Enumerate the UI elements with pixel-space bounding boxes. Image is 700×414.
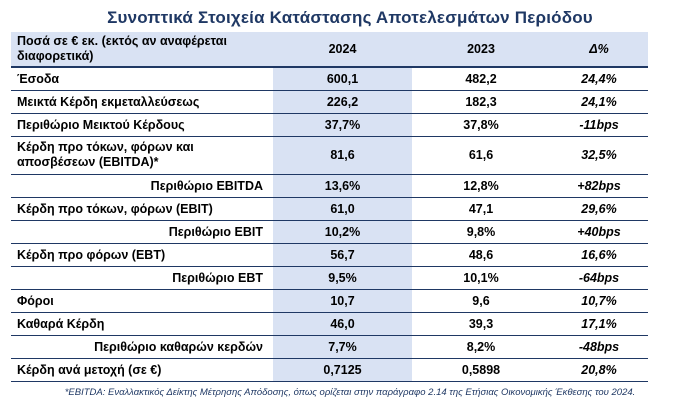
value-delta: 10,7% [550,289,648,313]
row-label: Φόροι [11,289,273,313]
value-delta: 20,8% [550,358,648,382]
value-2024: 56,7 [273,243,412,267]
value-2024: 81,6 [273,136,412,175]
value-2024: 9,5% [273,266,412,290]
header-2024: 2024 [273,32,412,68]
table-row: Κέρδη προ φόρων (EBT) 56,7 48,6 16,6% [11,243,648,267]
row-label: Περιθώριο EBIT [11,220,273,244]
row-label: Περιθώριο Μεικτού Κέρδους [11,113,273,137]
value-2024: 600,1 [273,66,412,91]
value-2023: 12,8% [412,174,550,198]
value-2024: 10,2% [273,220,412,244]
header-2023: 2023 [412,32,550,68]
page-title: Συνοπτικά Στοιχεία Κατάστασης Αποτελεσμά… [107,8,593,27]
value-2023: 37,8% [412,113,550,137]
income-statement-table: Ποσά σε € εκ. (εκτός αν αναφέρεται διαφο… [11,32,648,382]
table-row: Έσοδα 600,1 482,2 24,4% [11,66,648,91]
row-label: Έσοδα [11,66,273,91]
value-2024: 0,7125 [273,358,412,382]
table-row: Κέρδη ανά μετοχή (σε €) 0,7125 0,5898 20… [11,358,648,382]
value-delta: 16,6% [550,243,648,267]
row-label: Καθαρά Κέρδη [11,312,273,336]
value-delta: 17,1% [550,312,648,336]
table-row: Φόροι 10,7 9,6 10,7% [11,289,648,313]
row-label: Περιθώριο καθαρών κερδών [11,335,273,359]
value-2023: 9,6 [412,289,550,313]
value-delta: +82bps [550,174,648,198]
value-delta: 24,1% [550,90,648,114]
value-2024: 46,0 [273,312,412,336]
value-2023: 182,3 [412,90,550,114]
row-label: Περιθώριο EBITDA [11,174,273,198]
value-delta: -64bps [550,266,648,290]
header-label: Ποσά σε € εκ. (εκτός αν αναφέρεται διαφο… [11,32,273,68]
table-header-row: Ποσά σε € εκ. (εκτός αν αναφέρεται διαφο… [11,32,648,68]
value-2024: 13,6% [273,174,412,198]
value-2023: 9,8% [412,220,550,244]
value-2024: 10,7 [273,289,412,313]
footnote: *EBITDA: Εναλλακτικός Δείκτης Μέτρησης Α… [64,387,636,398]
table-row: Περιθώριο EBT 9,5% 10,1% -64bps [11,266,648,290]
value-2023: 39,3 [412,312,550,336]
table-row: Περιθώριο Μεικτού Κέρδους 37,7% 37,8% -1… [11,113,648,137]
table-row: Κέρδη προ τόκων, φόρων (EBIT) 61,0 47,1 … [11,197,648,221]
value-2024: 226,2 [273,90,412,114]
row-label: Μεικτά Κέρδη εκμεταλλεύσεως [11,90,273,114]
value-delta: 32,5% [550,136,648,175]
row-label: Κέρδη προ φόρων (EBT) [11,243,273,267]
table-row: Περιθώριο καθαρών κερδών 7,7% 8,2% -48bp… [11,335,648,359]
value-delta: +40bps [550,220,648,244]
header-delta: Δ% [550,32,648,68]
value-2023: 0,5898 [412,358,550,382]
value-delta: 24,4% [550,66,648,91]
row-label: Κέρδη ανά μετοχή (σε €) [11,358,273,382]
table-row: Κέρδη προ τόκων, φόρων και αποσβέσεων (E… [11,136,648,175]
value-2023: 482,2 [412,66,550,91]
value-2023: 10,1% [412,266,550,290]
value-2023: 48,6 [412,243,550,267]
value-2023: 8,2% [412,335,550,359]
value-delta: -11bps [550,113,648,137]
table-row: Περιθώριο EBIT 10,2% 9,8% +40bps [11,220,648,244]
row-label: Κέρδη προ τόκων, φόρων (EBIT) [11,197,273,221]
row-label: Κέρδη προ τόκων, φόρων και αποσβέσεων (E… [11,136,273,175]
value-2024: 61,0 [273,197,412,221]
table-row: Μεικτά Κέρδη εκμεταλλεύσεως 226,2 182,3 … [11,90,648,114]
row-label: Περιθώριο EBT [11,266,273,290]
value-delta: 29,6% [550,197,648,221]
table-row: Περιθώριο EBITDA 13,6% 12,8% +82bps [11,174,648,198]
value-2023: 61,6 [412,136,550,175]
value-2024: 7,7% [273,335,412,359]
value-2024: 37,7% [273,113,412,137]
table-row: Καθαρά Κέρδη 46,0 39,3 17,1% [11,312,648,336]
value-2023: 47,1 [412,197,550,221]
value-delta: -48bps [550,335,648,359]
